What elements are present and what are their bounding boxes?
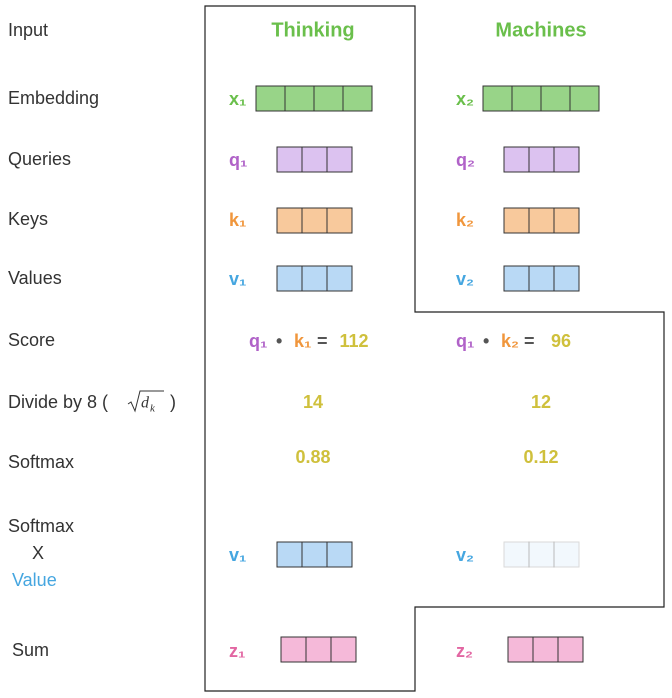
score-equals: =: [317, 331, 328, 351]
vector-cell: [301, 541, 328, 568]
column-outline: [204, 5, 665, 692]
vector-label: q₂: [456, 150, 475, 170]
vector-cell: [326, 146, 353, 173]
vector-cell: [342, 85, 373, 112]
row-label: Input: [8, 20, 48, 40]
vector-cell: [503, 146, 530, 173]
score-dot: •: [276, 331, 282, 351]
score-key: k₁: [294, 331, 311, 351]
vector-label: v₁: [229, 545, 246, 565]
vector-label: v₂: [456, 269, 474, 289]
row-label: Values: [8, 268, 62, 288]
vector-cell: [276, 265, 303, 292]
vector-cell: [326, 541, 353, 568]
score-result: 96: [551, 331, 571, 351]
vector-cell: [301, 265, 328, 292]
vector-cell: [532, 636, 559, 663]
column-word: Thinking: [271, 19, 354, 41]
row-label: Sum: [12, 640, 49, 660]
column-word: Machines: [495, 19, 586, 41]
vector-cell: [276, 541, 303, 568]
vector-cell: [276, 207, 303, 234]
score-dot: •: [483, 331, 489, 351]
vector-cell: [326, 207, 353, 234]
vector-cell: [482, 85, 513, 112]
divided-score: 14: [303, 392, 323, 412]
vector-cell: [553, 265, 580, 292]
vector-label: v₂: [456, 545, 474, 565]
softmax-score: 0.12: [523, 447, 558, 467]
vector-label: x₁: [229, 89, 246, 109]
vector-cell: [313, 85, 344, 112]
score-query: q₁: [249, 331, 267, 351]
row-label: ): [170, 392, 176, 412]
vector-cell: [557, 636, 584, 663]
vector-cell: [280, 636, 307, 663]
vector-label: k₁: [229, 210, 246, 230]
vector-cell: [301, 207, 328, 234]
vector-cell: [507, 636, 534, 663]
row-label: Embedding: [8, 88, 99, 108]
vector-cell: [330, 636, 357, 663]
vector-cell: [528, 265, 555, 292]
score-query: q₁: [456, 331, 474, 351]
vector-cell: [528, 541, 555, 568]
vector-cell: [569, 85, 600, 112]
vector-label: v₁: [229, 269, 246, 289]
vector-cell: [528, 207, 555, 234]
row-label: X: [32, 543, 44, 563]
vector-cell: [553, 146, 580, 173]
row-label: Softmax: [8, 516, 74, 536]
row-label: Softmax: [8, 452, 74, 472]
vector-label: z₁: [229, 641, 245, 661]
vector-label: x₂: [456, 89, 474, 109]
score-key: k₂: [501, 331, 519, 351]
score-result: 112: [339, 331, 368, 351]
row-label: Score: [8, 330, 55, 350]
root-sub: k: [150, 403, 156, 415]
vector-cell: [301, 146, 328, 173]
vector-label: z₂: [456, 641, 473, 661]
vector-cell: [540, 85, 571, 112]
vector-cell: [305, 636, 332, 663]
row-label: Keys: [8, 209, 48, 229]
sqrt-sign: [127, 390, 164, 413]
softmax-score: 0.88: [295, 447, 330, 467]
vector-cell: [326, 265, 353, 292]
vector-cell: [255, 85, 286, 112]
vector-label: k₂: [456, 210, 474, 230]
row-label: Queries: [8, 149, 71, 169]
row-label: Divide by 8 (: [8, 392, 108, 412]
vector-cell: [284, 85, 315, 112]
vector-cell: [503, 207, 530, 234]
vector-cell: [553, 541, 580, 568]
vector-cell: [276, 146, 303, 173]
vector-cell: [553, 207, 580, 234]
score-equals: =: [524, 331, 535, 351]
vector-label: q₁: [229, 150, 247, 170]
divided-score: 12: [531, 392, 551, 412]
vector-cell: [511, 85, 542, 112]
vector-cell: [503, 265, 530, 292]
root-base: d: [141, 395, 150, 412]
row-label: Value: [12, 570, 57, 590]
vector-cell: [528, 146, 555, 173]
vector-cell: [503, 541, 530, 568]
